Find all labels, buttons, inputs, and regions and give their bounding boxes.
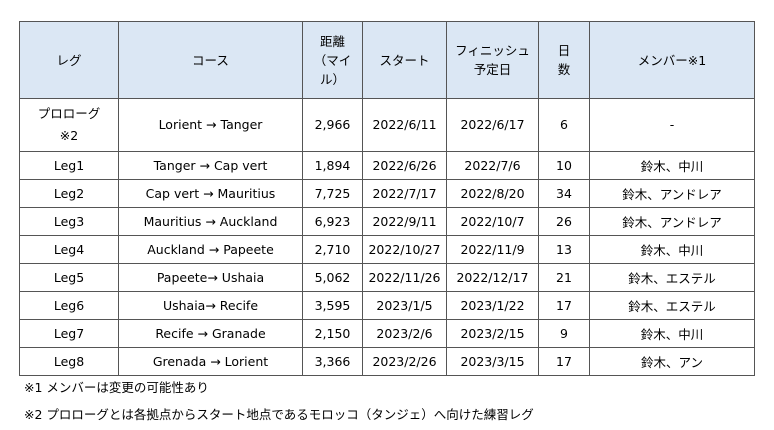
cell-course: Ushaia→ Recife <box>118 291 303 320</box>
cell-members: 鈴木、中川 <box>589 319 755 348</box>
cell-start: 2022/11/26 <box>362 263 447 292</box>
cell-leg: Leg4 <box>19 235 119 264</box>
header-members: メンバー※1 <box>589 21 755 99</box>
table-row: Leg8 Grenada → Lorient 3,366 2023/2/26 2… <box>19 347 755 376</box>
cell-members: 鈴木、アンドレア <box>589 207 755 236</box>
cell-finish: 2022/6/17 <box>446 98 539 152</box>
cell-days: 34 <box>538 179 590 208</box>
header-distance: 距離 （マイ ル） <box>302 21 363 99</box>
cell-leg: Leg6 <box>19 291 119 320</box>
cell-members: 鈴木、エステル <box>589 291 755 320</box>
cell-start: 2022/7/17 <box>362 179 447 208</box>
cell-leg: Leg1 <box>19 151 119 180</box>
cell-finish: 2022/10/7 <box>446 207 539 236</box>
cell-start: 2022/6/26 <box>362 151 447 180</box>
cell-distance: 6,923 <box>302 207 363 236</box>
cell-start: 2023/1/5 <box>362 291 447 320</box>
cell-finish: 2023/1/22 <box>446 291 539 320</box>
table-row: Leg4 Auckland → Papeete 2,710 2022/10/27… <box>19 235 755 264</box>
cell-distance: 2,150 <box>302 319 363 348</box>
cell-leg-note: ※2 <box>59 128 79 143</box>
footnote-prologue: ※2 プロローグとは各拠点からスタート地点であるモロッコ（タンジェ）へ向けた練習… <box>24 407 534 422</box>
table-row: Leg5 Papeete→ Ushaia 5,062 2022/11/26 20… <box>19 263 755 292</box>
cell-distance: 3,366 <box>302 347 363 376</box>
header-finish: フィニッシュ 予定日 <box>446 21 539 99</box>
table-row: Leg6 Ushaia→ Recife 3,595 2023/1/5 2023/… <box>19 291 755 320</box>
cell-finish: 2022/8/20 <box>446 179 539 208</box>
table-row: Leg3 Mauritius → Auckland 6,923 2022/9/1… <box>19 207 755 236</box>
cell-distance: 5,062 <box>302 263 363 292</box>
cell-course: Grenada → Lorient <box>118 347 303 376</box>
cell-days: 6 <box>538 98 590 152</box>
cell-course: Cap vert → Mauritius <box>118 179 303 208</box>
cell-leg: プロローグ ※2 <box>19 98 119 152</box>
table-header-row: レグ コース 距離 （マイ ル） スタート フィニッシュ 予定日 日 数 メンバ… <box>19 21 755 99</box>
cell-start: 2022/6/11 <box>362 98 447 152</box>
table-row: Leg1 Tanger → Cap vert 1,894 2022/6/26 2… <box>19 151 755 180</box>
cell-days: 10 <box>538 151 590 180</box>
cell-distance: 2,710 <box>302 235 363 264</box>
cell-members: 鈴木、アンドレア <box>589 179 755 208</box>
table-row: Leg7 Recife → Granade 2,150 2023/2/6 202… <box>19 319 755 348</box>
header-distance-line1: 距離 <box>319 33 345 49</box>
cell-course: Lorient → Tanger <box>118 98 303 152</box>
cell-course: Mauritius → Auckland <box>118 207 303 236</box>
cell-finish: 2022/7/6 <box>446 151 539 180</box>
header-days: 日 数 <box>538 21 590 99</box>
cell-members: 鈴木、アン <box>589 347 755 376</box>
cell-course: Tanger → Cap vert <box>118 151 303 180</box>
cell-members: 鈴木、中川 <box>589 235 755 264</box>
cell-distance: 7,725 <box>302 179 363 208</box>
header-days-line2: 数 <box>557 62 571 77</box>
cell-finish: 2023/2/15 <box>446 319 539 348</box>
cell-leg: Leg8 <box>19 347 119 376</box>
cell-finish: 2022/12/17 <box>446 263 539 292</box>
cell-leg: Leg5 <box>19 263 119 292</box>
table-row: プロローグ ※2 Lorient → Tanger 2,966 2022/6/1… <box>19 98 755 152</box>
cell-start: 2022/9/11 <box>362 207 447 236</box>
header-leg: レグ <box>19 21 119 99</box>
cell-finish: 2023/3/15 <box>446 347 539 376</box>
cell-distance: 3,595 <box>302 291 363 320</box>
cell-start: 2023/2/6 <box>362 319 447 348</box>
cell-days: 17 <box>538 347 590 376</box>
header-start: スタート <box>362 21 447 99</box>
cell-start: 2022/10/27 <box>362 235 447 264</box>
cell-members: 鈴木、中川 <box>589 151 755 180</box>
header-distance-line3: ル） <box>319 71 345 87</box>
header-finish-line2: 予定日 <box>473 62 512 77</box>
cell-course: Auckland → Papeete <box>118 235 303 264</box>
cell-members: 鈴木、エステル <box>589 263 755 292</box>
cell-finish: 2022/11/9 <box>446 235 539 264</box>
leg-schedule-table: レグ コース 距離 （マイ ル） スタート フィニッシュ 予定日 日 数 メンバ… <box>19 21 755 376</box>
cell-leg: Leg3 <box>19 207 119 236</box>
cell-course: Recife → Granade <box>118 319 303 348</box>
cell-leg: Leg7 <box>19 319 119 348</box>
cell-course: Papeete→ Ushaia <box>118 263 303 292</box>
cell-days: 9 <box>538 319 590 348</box>
header-course: コース <box>118 21 303 99</box>
cell-leg-label: プロローグ <box>37 106 101 121</box>
cell-days: 13 <box>538 235 590 264</box>
cell-days: 26 <box>538 207 590 236</box>
cell-leg: Leg2 <box>19 179 119 208</box>
cell-start: 2023/2/26 <box>362 347 447 376</box>
cell-days: 17 <box>538 291 590 320</box>
cell-distance: 2,966 <box>302 98 363 152</box>
cell-members: - <box>589 98 755 152</box>
header-distance-line2: （マイ <box>313 52 352 68</box>
cell-days: 21 <box>538 263 590 292</box>
footnote-members: ※1 メンバーは変更の可能性あり <box>24 380 209 395</box>
table-row: Leg2 Cap vert → Mauritius 7,725 2022/7/1… <box>19 179 755 208</box>
cell-distance: 1,894 <box>302 151 363 180</box>
header-finish-line1: フィニッシュ <box>455 43 530 58</box>
header-days-line1: 日 <box>557 43 571 58</box>
